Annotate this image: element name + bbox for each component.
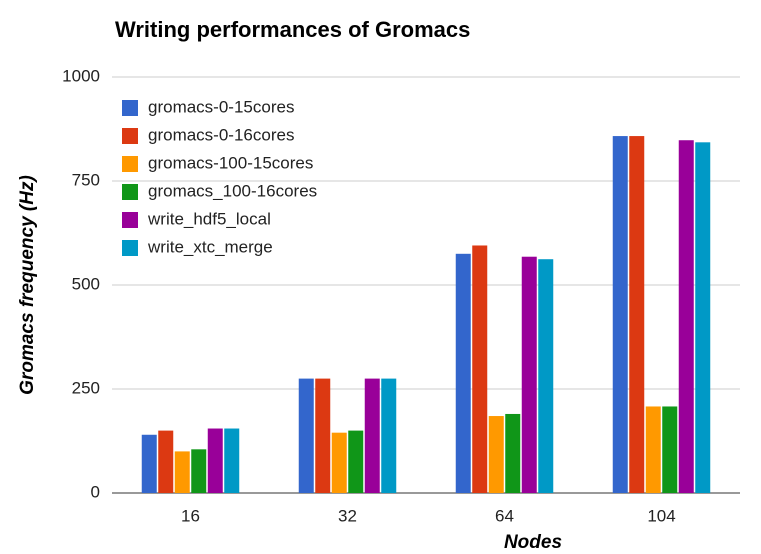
bar — [629, 136, 645, 493]
bar — [315, 378, 331, 493]
bar — [472, 245, 488, 493]
legend-swatch — [122, 184, 138, 200]
bar — [141, 434, 157, 493]
legend-swatch — [122, 128, 138, 144]
y-axis-title: Gromacs frequency (Hz) — [17, 175, 38, 395]
legend-swatch — [122, 100, 138, 116]
legend-swatch — [122, 156, 138, 172]
legend-label: write_hdf5_local — [147, 209, 271, 228]
y-tick-label: 750 — [72, 170, 100, 189]
bar — [158, 430, 174, 493]
bar — [678, 140, 694, 493]
legend-label: gromacs_100-16cores — [148, 181, 317, 200]
legend-label: write_xtc_merge — [147, 237, 273, 256]
bar — [645, 406, 661, 493]
bar — [381, 378, 397, 493]
bar — [488, 416, 504, 493]
chart-title: Writing performances of Gromacs — [115, 17, 470, 42]
bar — [174, 451, 190, 493]
y-tick-label: 0 — [91, 482, 100, 501]
x-tick-label: 16 — [181, 506, 200, 525]
bar — [612, 136, 628, 493]
bar — [298, 378, 314, 493]
bar — [331, 432, 347, 493]
legend-swatch — [122, 240, 138, 256]
x-tick-label: 64 — [495, 506, 514, 525]
bar — [662, 406, 678, 493]
bar — [348, 430, 364, 493]
legend-label: gromacs-0-15cores — [148, 97, 294, 116]
y-tick-label: 250 — [72, 378, 100, 397]
bar — [455, 253, 471, 493]
x-tick-label: 32 — [338, 506, 357, 525]
bar — [505, 413, 521, 493]
bar — [191, 449, 207, 493]
y-tick-label: 1000 — [62, 66, 100, 85]
y-tick-label: 500 — [72, 274, 100, 293]
bar — [207, 428, 223, 493]
bar — [364, 378, 380, 493]
legend-swatch — [122, 212, 138, 228]
bar — [695, 142, 711, 493]
x-tick-label: 104 — [647, 506, 675, 525]
legend-label: gromacs-100-15cores — [148, 153, 313, 172]
legend-label: gromacs-0-16cores — [148, 125, 294, 144]
bar — [521, 256, 537, 493]
bar — [538, 259, 554, 493]
x-axis-title: Nodes — [504, 532, 562, 553]
bar — [224, 428, 240, 493]
